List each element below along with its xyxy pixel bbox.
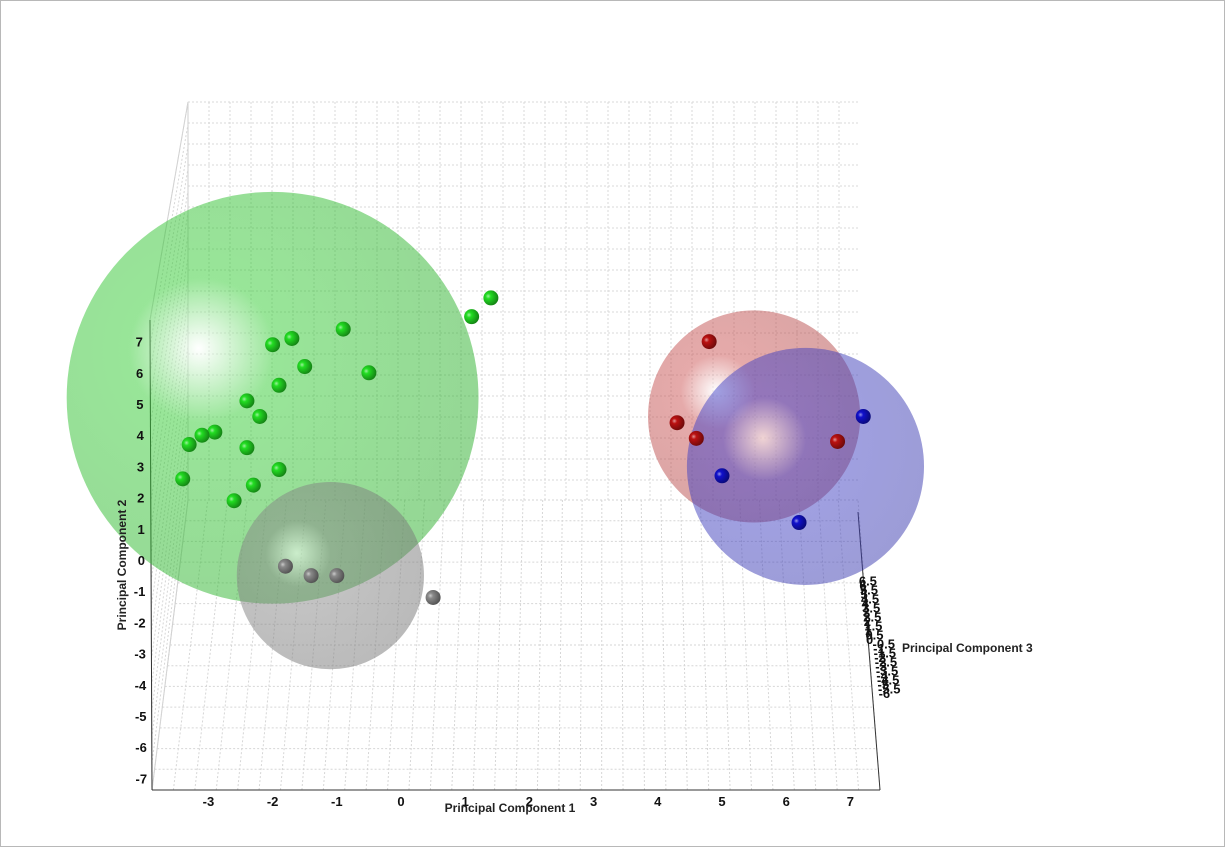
tick-labels: -3 -2 -1 0 1 2 3 4 5 6 7-7-6-5-4-3-2-101234567-6-5… (134, 335, 901, 809)
z-tick-label: -4 (876, 668, 888, 683)
data-point-s1-8 (271, 377, 287, 393)
z-tick-label: 6 (859, 578, 866, 593)
y-tick-label: -4 (135, 678, 147, 693)
cluster-sphere-4 (686, 347, 925, 585)
data-point-s4-1 (855, 408, 871, 424)
cluster-spheres (66, 191, 925, 670)
z-tick-label: -0.5 (873, 637, 895, 652)
data-point-s1-4 (284, 330, 300, 346)
x-tick-label: -3 (203, 794, 215, 809)
data-point-s4-3 (791, 515, 807, 531)
y-tick-label: 1 (137, 522, 144, 537)
data-point-s1-10 (252, 408, 268, 424)
data-point-s3-3 (688, 430, 704, 446)
data-point-s1-1 (483, 290, 499, 306)
data-point-s3-2 (669, 415, 685, 431)
x-tick-label: 7 (847, 794, 854, 809)
z-tick-label: -6 (879, 686, 891, 701)
z-tick-label: 2 (864, 614, 871, 629)
data-point-s3-4 (830, 433, 846, 449)
z-tick-label: 5.5 (860, 583, 878, 598)
z-axis-title: Principal Component 3 (902, 641, 1033, 655)
z-tick-label: -2.5 (875, 655, 897, 670)
z-tick-label: 3.5 (862, 601, 880, 616)
data-point-s1-9 (239, 393, 255, 409)
data-point-s1-5 (265, 337, 281, 353)
z-tick-label: 0 (866, 632, 873, 647)
y-tick-label: 7 (136, 335, 143, 350)
x-tick-label: 1 (462, 794, 469, 809)
z-tick-label: -3.5 (876, 664, 898, 679)
x-axis-title: Principal Component 1 (445, 801, 576, 815)
y-tick-label: 6 (136, 366, 143, 381)
z-tick-label: -4.5 (877, 673, 899, 688)
z-tick-label: -5.5 (878, 682, 900, 697)
z-tick-label: 2.5 (863, 610, 881, 625)
data-point-s1-15 (271, 462, 287, 478)
z-tick-label: 6.5 (859, 574, 877, 589)
x-tick-label: 2 (526, 794, 533, 809)
y-tick-label: 2 (137, 491, 144, 506)
y-tick-label: 4 (137, 428, 145, 443)
y-tick-label: -2 (134, 615, 146, 630)
y-tick-label: 0 (138, 553, 145, 568)
data-point-s1-13 (181, 437, 197, 453)
y-tick-label: 5 (136, 397, 143, 412)
data-point-s1-7 (361, 365, 377, 381)
y-tick-label: -3 (134, 647, 146, 662)
y-axis-title: Principal Component 2 (115, 499, 129, 630)
z-tick-label: -1 (873, 641, 885, 656)
data-point-s2-4 (425, 589, 441, 605)
data-point-s1-11 (207, 424, 223, 440)
data-point-s1-3 (335, 321, 351, 337)
x-tick-label: -1 (331, 794, 343, 809)
data-point-s1-17 (245, 477, 261, 493)
data-point-s1-14 (239, 440, 255, 456)
y-tick-label: 3 (137, 459, 144, 474)
data-point-s1-16 (175, 471, 191, 487)
y-tick-label: -6 (135, 740, 147, 755)
y-tick-label: -5 (135, 709, 147, 724)
x-tick-label: 3 (590, 794, 597, 809)
x-tick-label: 0 (397, 794, 404, 809)
data-point-s1-2 (464, 309, 480, 325)
x-tick-label: 4 (654, 794, 662, 809)
data-point-s1-6 (297, 359, 313, 375)
data-point-s2-3 (329, 568, 345, 584)
z-tick-label: 4 (862, 596, 870, 611)
z-tick-label: 4.5 (861, 592, 879, 607)
data-point-s3-1 (701, 334, 717, 350)
x-tick-label: 6 (783, 794, 790, 809)
z-tick-label: -1.5 (874, 646, 896, 661)
z-tick-label: 3 (863, 605, 870, 620)
data-points (175, 290, 871, 605)
data-point-s1-12 (194, 427, 210, 443)
y-tick-label: -7 (136, 771, 148, 786)
z-tick-label: 1 (865, 623, 872, 638)
x-tick-label: 5 (718, 794, 725, 809)
data-point-s1-18 (226, 493, 242, 509)
z-tick-label: 5 (861, 587, 868, 602)
z-tick-label: 1.5 (864, 619, 882, 634)
z-tick-label: -3 (875, 659, 887, 674)
y-tick-label: -1 (134, 584, 146, 599)
z-tick-label: 0.5 (865, 628, 883, 643)
z-tick-label: -2 (874, 650, 886, 665)
x-tick-label: -2 (267, 794, 279, 809)
z-tick-label: -5 (878, 677, 890, 692)
data-point-s2-2 (303, 568, 319, 584)
data-point-s2-1 (277, 558, 293, 574)
data-point-s4-2 (714, 468, 730, 484)
